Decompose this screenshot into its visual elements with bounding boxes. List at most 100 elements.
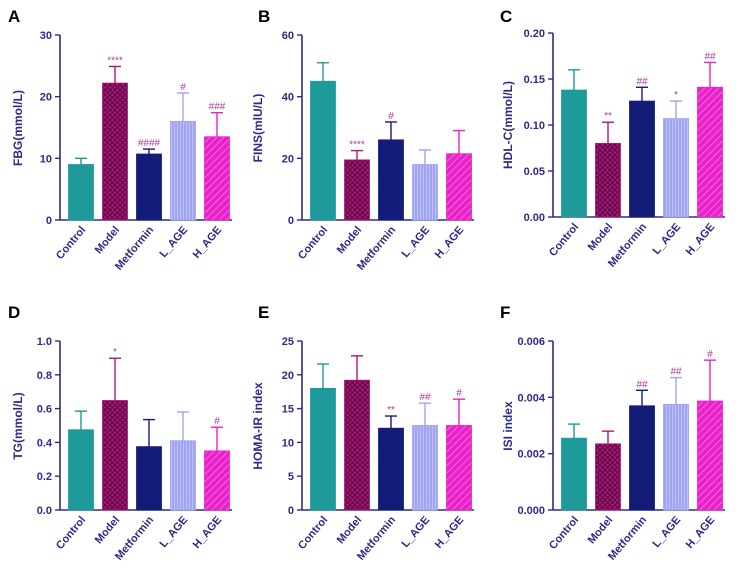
y-tick-label: 15: [282, 404, 294, 416]
y-tick-label: 60: [282, 30, 294, 42]
panels-root: AFBG(mmol/L)0102030Control****Model####M…: [8, 7, 725, 563]
y-tick-label: 20: [282, 153, 294, 165]
bar-metformin: [378, 139, 404, 221]
significance-mark: ##: [670, 367, 682, 378]
x-tick-label: H_AGE: [433, 514, 467, 551]
bar-metformin: [629, 405, 655, 511]
y-tick-label: 0.002: [517, 449, 545, 461]
significance-mark: ##: [636, 76, 648, 87]
bar-h-age: [446, 153, 472, 221]
bar-l-age: [412, 164, 438, 221]
x-tick-label: L_AGE: [158, 224, 191, 260]
y-tick-label: 0.0: [37, 505, 52, 517]
x-tick-label: Control: [54, 224, 88, 262]
x-tick-label: Control: [54, 514, 88, 552]
y-tick-label: 0.00: [524, 212, 545, 224]
y-tick-label: 20: [282, 370, 294, 382]
significance-mark: #: [180, 82, 186, 93]
x-tick-label: L_AGE: [400, 224, 433, 260]
bar-model: [102, 82, 128, 221]
panel-f: F ISI index 0.000 0.002 0.004 0.006 Control Mod…: [500, 303, 725, 563]
significance-mark: *: [113, 347, 117, 358]
y-tick-label: 0: [46, 215, 52, 227]
y-axis-label: FBG(mmol/L): [11, 90, 25, 166]
x-tick-label: Model: [586, 221, 616, 253]
y-tick-label: 5: [288, 471, 294, 483]
bar-l-age: [170, 120, 196, 221]
bar-model: [595, 443, 621, 511]
y-tick-label: 0.8: [37, 370, 52, 382]
x-tick-label: Control: [547, 221, 581, 259]
significance-mark: ###: [209, 102, 226, 113]
x-tick-label: Model: [335, 224, 365, 256]
bar-l-age: [663, 403, 689, 511]
bar-h-age: [204, 450, 230, 511]
panel-a: AFBG(mmol/L)0102030Control****Model####M…: [8, 7, 232, 273]
bar-model: [344, 159, 370, 221]
y-tick-label: 0.15: [524, 74, 545, 86]
panel-letter: E: [258, 303, 269, 322]
significance-mark: ****: [107, 55, 123, 66]
significance-mark: #: [214, 416, 220, 427]
bar-metformin: [136, 446, 162, 511]
x-tick-label: Control: [547, 514, 581, 552]
y-axis-label: HDL-C(mmol/L): [501, 81, 515, 169]
bar-l-age: [170, 440, 196, 511]
significance-mark: #: [388, 111, 394, 122]
x-tick-label: Model: [335, 514, 365, 546]
bar-model: [344, 379, 370, 511]
bar-metformin: [136, 153, 162, 221]
panel-letter: D: [8, 303, 20, 322]
significance-mark: #: [456, 388, 462, 399]
significance-mark: *: [674, 90, 678, 101]
bar-control: [68, 164, 94, 221]
y-tick-label: 10: [40, 153, 52, 165]
x-tick-label: Control: [296, 224, 330, 262]
bar-metformin: [378, 427, 404, 511]
panel-letter: C: [500, 7, 512, 26]
x-tick-label: Model: [93, 514, 123, 546]
y-tick-label: 0.004: [517, 392, 545, 404]
bar-h-age: [204, 136, 230, 221]
bar-control: [561, 89, 587, 218]
significance-mark: ##: [419, 392, 431, 403]
y-tick-label: 0.2: [37, 471, 52, 483]
bar-model: [102, 400, 128, 511]
significance-mark: ##: [704, 51, 716, 62]
significance-mark: ####: [138, 138, 161, 149]
bar-control: [68, 429, 94, 511]
y-axis-label: ISI index: [501, 401, 515, 451]
y-tick-label: 0.10: [524, 120, 545, 132]
y-tick-label: 0.4: [37, 437, 53, 449]
x-tick-label: H_AGE: [684, 514, 718, 551]
significance-mark: ##: [636, 379, 648, 390]
panel-letter: F: [500, 303, 510, 322]
y-axis-label: FINS(mlU/L): [251, 94, 265, 163]
bar-h-age: [697, 400, 723, 511]
y-tick-label: 0.000: [517, 505, 545, 517]
x-tick-label: L_AGE: [651, 514, 684, 550]
y-axis-label: TG(mmol/L): [11, 392, 25, 459]
y-tick-label: 0.20: [524, 28, 545, 40]
bar-control: [310, 387, 336, 511]
x-tick-label: Control: [296, 514, 330, 552]
y-tick-label: 0: [288, 215, 294, 227]
bar-control: [561, 437, 587, 511]
significance-mark: ****: [349, 140, 365, 151]
x-tick-label: Model: [586, 514, 616, 546]
significance-mark: **: [387, 405, 395, 416]
y-tick-label: 0.006: [517, 336, 545, 348]
y-tick-label: 25: [282, 336, 294, 348]
panel-d: D TG(mmol/L) 0.0 0.2 0.4 0.6 0.8 1.0 Control * Mod…: [8, 303, 232, 563]
y-tick-label: 30: [40, 30, 52, 42]
y-axis-label: HOMA-IR index: [251, 382, 265, 470]
y-tick-label: 10: [282, 437, 294, 449]
y-tick-label: 20: [40, 92, 52, 104]
bar-model: [595, 142, 621, 218]
y-tick-label: 0.6: [37, 404, 52, 416]
x-tick-label: L_AGE: [400, 514, 433, 550]
y-tick-label: 1.0: [37, 336, 52, 348]
panel-letter: A: [8, 7, 20, 26]
x-tick-label: H_AGE: [433, 224, 467, 261]
